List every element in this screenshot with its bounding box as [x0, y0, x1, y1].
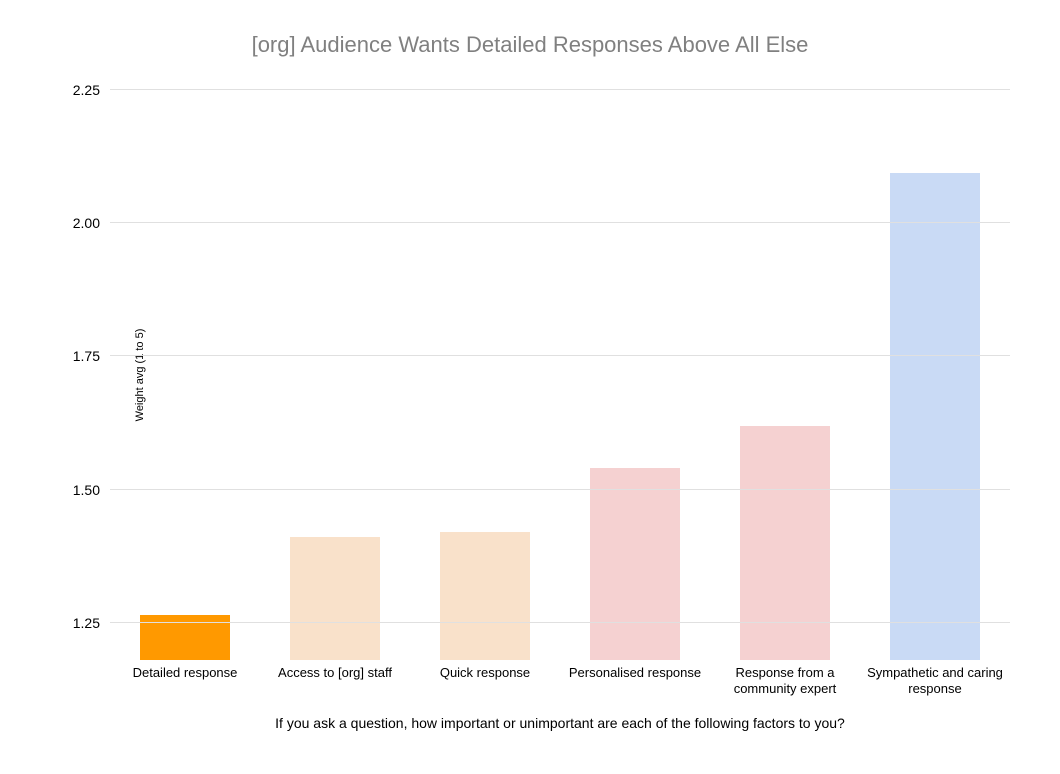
gridline	[110, 622, 1010, 623]
y-tick-label: 1.25	[50, 615, 100, 631]
chart-stage: [org] Audience Wants Detailed Responses …	[0, 0, 1060, 774]
bar	[440, 532, 530, 660]
gridline	[110, 89, 1010, 90]
bar	[740, 426, 830, 660]
y-tick-label: 2.00	[50, 215, 100, 231]
chart-title: [org] Audience Wants Detailed Responses …	[0, 32, 1060, 58]
x-tick-label: Quick response	[410, 665, 560, 681]
gridline	[110, 489, 1010, 490]
x-tick-label: Sympathetic and caring response	[860, 665, 1010, 696]
x-axis-label: If you ask a question, how important or …	[110, 715, 1010, 731]
y-tick-label: 1.75	[50, 348, 100, 364]
x-tick-label: Access to [org] staff	[260, 665, 410, 681]
gridline	[110, 222, 1010, 223]
bar	[290, 537, 380, 660]
plot-area: Weight avg (1 to 5) If you ask a questio…	[110, 90, 1010, 660]
gridline	[110, 355, 1010, 356]
y-tick-label: 1.50	[50, 482, 100, 498]
bar	[890, 173, 980, 660]
x-tick-label: Personalised response	[560, 665, 710, 681]
x-tick-label: Detailed response	[110, 665, 260, 681]
bar	[590, 468, 680, 660]
y-tick-label: 2.25	[50, 82, 100, 98]
bars-container	[110, 90, 1010, 660]
x-tick-label: Response from a community expert	[710, 665, 860, 696]
